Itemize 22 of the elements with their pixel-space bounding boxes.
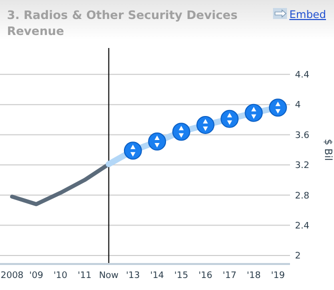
x-tick-label: '11 — [78, 271, 92, 281]
y-tick-label: 2.4 — [295, 221, 310, 232]
x-tick-label: '10 — [53, 271, 68, 281]
x-tick-label: '18 — [246, 271, 261, 281]
y-tick-label: 3.6 — [295, 130, 310, 141]
y-axis-title: $ Bil — [322, 138, 333, 161]
x-tick-label: '17 — [222, 271, 237, 281]
x-tick-label: '14 — [150, 271, 164, 281]
x-tick-label: '19 — [270, 271, 286, 281]
chart-title: 3. Radios & Other Security Devices Revenue — [7, 8, 238, 38]
x-tick-label: '15 — [174, 271, 188, 281]
text: Embed — [289, 9, 326, 21]
x-tick-label: 2008 — [0, 271, 24, 281]
x-tick-label: '09 — [29, 271, 44, 281]
x-tick-label: Now — [98, 271, 119, 281]
y-tick-label: 2.8 — [295, 191, 310, 202]
y-tick-label: 3.2 — [295, 161, 310, 172]
x-tick-label: '16 — [198, 271, 213, 281]
y-tick-label: 2 — [295, 252, 301, 262]
y-tick-label: 4 — [295, 100, 301, 111]
y-tick-label: 4.4 — [295, 70, 310, 81]
x-tick-label: '13 — [126, 271, 140, 281]
